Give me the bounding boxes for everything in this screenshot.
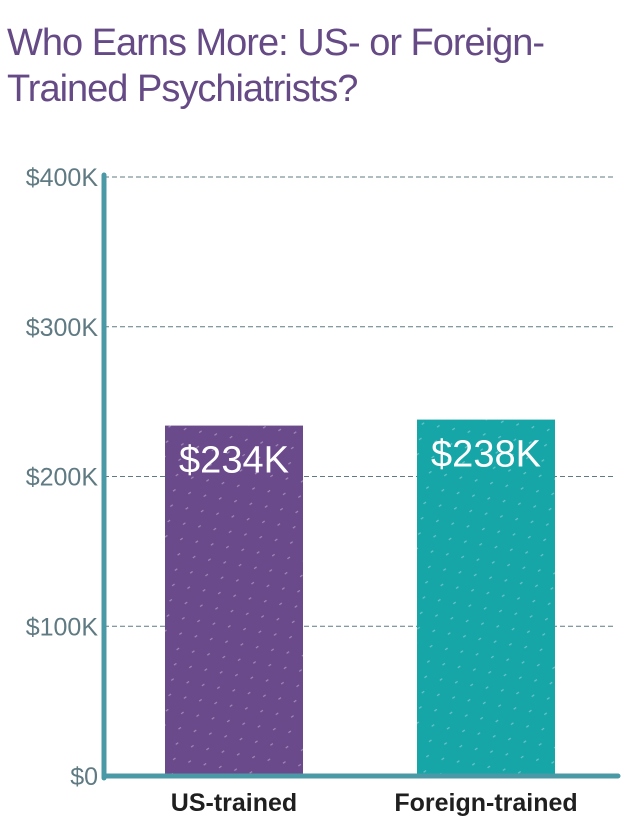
bars xyxy=(165,419,555,776)
y-tick-label: $0 xyxy=(70,763,98,791)
chart-title: Who Earns More: US- or Foreign-Trained P… xyxy=(7,22,545,110)
bar-texture xyxy=(417,419,555,776)
x-category-label: US-trained xyxy=(171,789,297,817)
axes xyxy=(101,172,621,781)
labels: $234K US-trained $238K Foreign-trained xyxy=(171,434,578,817)
y-tick-label: $100K xyxy=(26,613,99,641)
y-tick-label: $300K xyxy=(26,314,99,342)
data-label: $238K xyxy=(431,434,541,476)
y-axis-ticks: $0 $100K $200K $300K $400K xyxy=(26,164,99,791)
data-label: $234K xyxy=(179,440,289,482)
y-tick-label: $200K xyxy=(26,464,99,492)
y-tick-label: $400K xyxy=(26,164,99,192)
bar-texture xyxy=(165,425,303,776)
x-category-label: Foreign-trained xyxy=(394,789,577,817)
